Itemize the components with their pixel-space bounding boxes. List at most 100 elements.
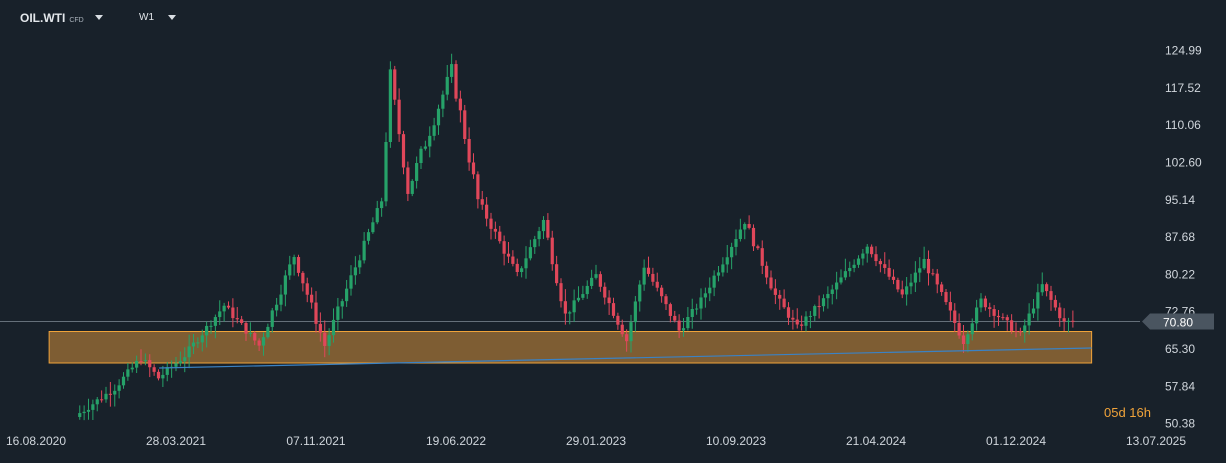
candle-body: [323, 332, 327, 346]
candle-body: [646, 267, 651, 274]
candle-body: [795, 319, 799, 325]
candle-body: [988, 307, 992, 310]
candle-body: [1018, 331, 1022, 333]
candle-body: [257, 340, 261, 346]
x-tick-label: 19.06.2022: [426, 434, 486, 448]
timeframe-selector[interactable]: W1: [139, 12, 176, 23]
candle-body: [218, 311, 222, 318]
support-zone: [48, 331, 1093, 364]
candle-body: [835, 282, 839, 290]
candle-body: [563, 301, 567, 314]
y-tick-label: 117.52: [1165, 81, 1201, 95]
candle-body: [476, 174, 480, 200]
candle-body: [664, 296, 668, 305]
candle-body: [629, 322, 633, 342]
candle-body: [305, 283, 309, 295]
candle-body: [900, 289, 904, 295]
candle-body: [152, 367, 156, 372]
candle-body: [187, 346, 191, 358]
candle-body: [1049, 291, 1053, 300]
candle-body: [765, 265, 769, 278]
candle-body: [410, 180, 414, 194]
candle-body: [585, 285, 589, 295]
candle-body: [546, 219, 550, 238]
candle-body: [970, 323, 974, 335]
candle-body: [196, 342, 200, 344]
candle-body: [331, 319, 336, 336]
symbol-selector[interactable]: OIL.WTI CFD: [20, 11, 103, 25]
candle-body: [161, 374, 165, 379]
x-tick-label: 01.12.2024: [986, 434, 1046, 448]
candle-body: [454, 64, 458, 99]
candle-body: [716, 272, 721, 276]
candle-body: [1001, 317, 1005, 319]
candle-body: [830, 289, 834, 294]
candle-body: [489, 218, 493, 229]
candle-body: [1053, 299, 1057, 308]
candle-body: [458, 98, 462, 111]
candle-body: [213, 317, 217, 326]
candle-body: [445, 76, 449, 95]
candle-body: [782, 298, 786, 308]
candle-body: [1005, 317, 1009, 321]
candle-body: [865, 246, 869, 254]
candle-body: [594, 274, 598, 278]
candle-body: [1062, 318, 1066, 322]
candle-body: [1036, 292, 1040, 309]
candle-body: [178, 361, 182, 364]
candle-body: [301, 272, 305, 284]
symbol-type: CFD: [69, 17, 84, 24]
y-tick-label: 95.14: [1165, 193, 1195, 207]
candle-body: [804, 316, 808, 326]
candle-body: [848, 267, 852, 272]
chevron-down-icon[interactable]: [94, 15, 103, 20]
candle-body: [467, 138, 471, 163]
candle-body: [1066, 320, 1071, 322]
candle-body: [870, 246, 874, 255]
candle-body: [576, 297, 581, 301]
candle-body: [283, 275, 287, 295]
candle-body: [371, 222, 375, 233]
candle-body: [183, 357, 187, 362]
candle-body: [603, 286, 607, 298]
candle-body: [769, 277, 773, 289]
candle-body: [139, 360, 143, 362]
y-tick-label: 124.99: [1165, 44, 1202, 58]
candle-body: [104, 393, 108, 400]
candle-body: [366, 232, 371, 241]
candle-body: [642, 267, 646, 285]
candle-body: [463, 110, 467, 139]
candle-body: [651, 273, 655, 282]
candle-body: [826, 293, 830, 299]
candle-body: [541, 219, 546, 232]
candle-body: [773, 288, 777, 295]
candle-body: [113, 390, 117, 395]
candle-body: [436, 108, 441, 126]
candle-body: [743, 224, 747, 230]
candle-body: [660, 287, 664, 297]
candle-body: [760, 248, 764, 266]
candle-body: [699, 297, 703, 309]
chevron-down-icon[interactable]: [168, 15, 176, 20]
trendline: [159, 347, 1092, 369]
candle-body: [944, 292, 948, 303]
candle-body: [292, 257, 296, 265]
candle-body: [690, 309, 694, 317]
candle-body: [135, 360, 139, 368]
candle-body: [874, 254, 878, 262]
candle-body: [598, 274, 602, 287]
y-tick-label: 87.68: [1165, 230, 1195, 244]
candles-group: [78, 53, 1075, 421]
x-tick-label: 13.07.2025: [1126, 434, 1186, 448]
candle-body: [82, 411, 86, 414]
candle-body: [86, 409, 91, 412]
candle-body: [935, 273, 939, 285]
candle-body: [931, 273, 935, 275]
candle-body: [310, 294, 314, 303]
candle-body: [839, 277, 843, 283]
candle-body: [493, 228, 497, 232]
x-tick-label: 10.09.2023: [706, 434, 766, 448]
y-tick-label: 110.06: [1165, 118, 1201, 132]
